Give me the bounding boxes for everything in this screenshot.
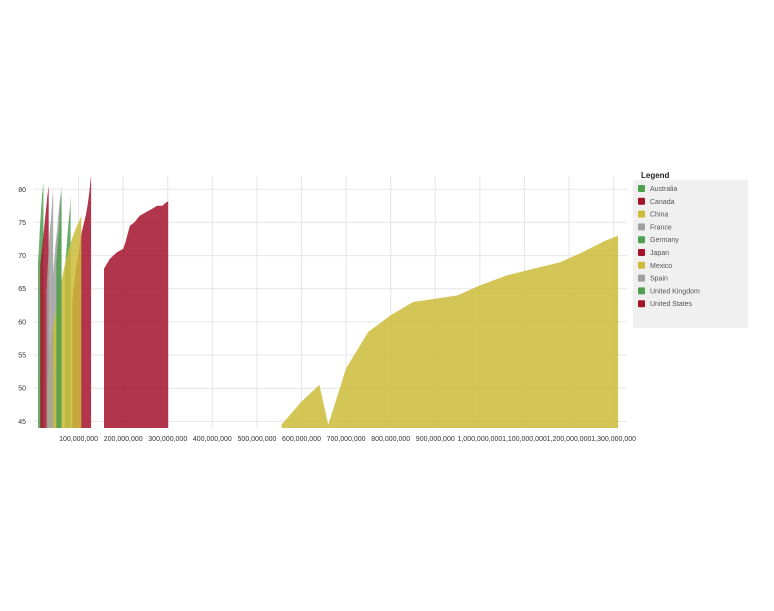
legend-item-label[interactable]: China	[650, 212, 668, 219]
area-series-china[interactable]	[281, 235, 619, 428]
y-tick-label: 65	[18, 286, 26, 293]
y-tick-label: 45	[18, 419, 26, 426]
legend-item-label[interactable]: Spain	[650, 276, 668, 283]
legend-item-label[interactable]: United Kingdom	[650, 288, 700, 295]
x-tick-label: 1,100,000,000	[502, 436, 547, 443]
legend-swatch	[638, 197, 645, 205]
y-tick-label: 60	[18, 319, 26, 326]
x-tick-label: 400,000,000	[193, 436, 232, 443]
plot-areas	[38, 176, 619, 428]
legend-swatch	[638, 274, 645, 282]
x-tick-label: 1,300,000,000	[591, 436, 636, 443]
y-tick-label: 70	[18, 253, 26, 260]
legend-swatch	[638, 287, 645, 295]
x-tick-label: 700,000,000	[327, 436, 366, 443]
legend-swatch	[638, 185, 645, 192]
x-tick-label: 800,000,000	[371, 436, 410, 443]
y-tick-label: 80	[18, 187, 26, 194]
x-tick-label: 1,200,000,000	[547, 436, 592, 443]
area-series-spain[interactable]	[46, 189, 54, 428]
x-tick-label: 1,000,000,000	[457, 436, 502, 443]
legend-item-label[interactable]: Japan	[650, 250, 669, 257]
x-tick-label: 600,000,000	[282, 436, 321, 443]
legend-item-label[interactable]: Germany	[650, 237, 679, 244]
legend-box	[633, 180, 748, 328]
area-series-mexico[interactable]	[47, 215, 82, 428]
legend-swatch	[638, 210, 645, 218]
x-tick-label: 900,000,000	[416, 436, 455, 443]
legend-swatch	[638, 223, 645, 231]
legend-swatch	[638, 261, 645, 269]
x-tick-label: 100,000,000	[59, 436, 98, 443]
area-series-united-kingdom[interactable]	[56, 185, 62, 428]
y-tick-label: 55	[18, 353, 26, 360]
legend: Legend Australia Canada China France Germany J…	[633, 171, 748, 328]
legend-swatch	[638, 300, 645, 308]
legend-item-label[interactable]: Australia	[650, 186, 677, 193]
legend-item-label[interactable]: Mexico	[650, 263, 672, 270]
legend-swatch	[638, 236, 645, 244]
legend-title: Legend	[641, 171, 670, 180]
area-series-united-states[interactable]	[104, 201, 169, 428]
y-tick-label: 50	[18, 386, 26, 393]
x-tick-label: 200,000,000	[104, 436, 143, 443]
axes: 100,000,000 200,000,000 300,000,000 400,000…	[18, 187, 636, 443]
legend-item-label[interactable]: Canada	[650, 199, 675, 206]
legend-swatch	[638, 249, 645, 256]
x-tick-label: 300,000,000	[148, 436, 187, 443]
legend-item-label[interactable]: United States	[650, 301, 693, 308]
legend-item-label[interactable]: France	[650, 224, 672, 231]
x-tick-label: 500,000,000	[237, 436, 276, 443]
y-tick-label: 75	[18, 220, 26, 227]
